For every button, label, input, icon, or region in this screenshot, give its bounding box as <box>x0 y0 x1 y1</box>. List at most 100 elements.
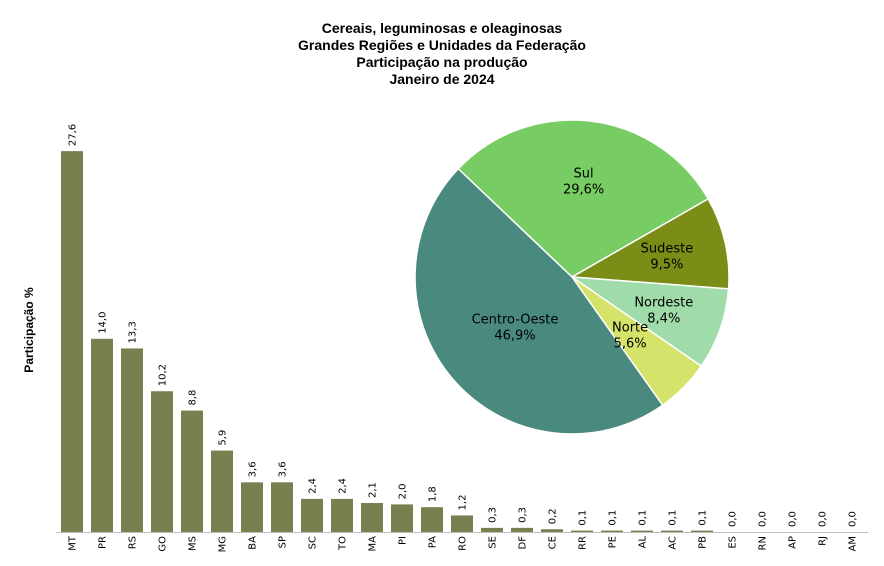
bar-label-ro: 1,2 <box>458 495 469 511</box>
bar-label-go: 10,2 <box>158 364 169 386</box>
bar-label-sc: 2,4 <box>308 478 319 494</box>
x-tick-df: DF <box>518 536 529 550</box>
bar-ba <box>241 482 263 532</box>
x-tick-pb: PB <box>698 536 709 549</box>
pie-label-name-centro-oeste: Centro-Oeste <box>472 312 559 327</box>
x-tick-rs: RS <box>128 536 139 549</box>
bar-label-df: 0,3 <box>518 507 529 523</box>
x-tick-sp: SP <box>278 536 289 548</box>
x-tick-labels: MT PR RS GO MS MG BA SP SC TO MA PI PA RO SE DF CE RR PE AL… <box>68 535 859 552</box>
y-axis-label: Participação % <box>22 287 36 373</box>
x-tick-rj: RJ <box>818 536 829 546</box>
chart-title-line-3: Participação na produção <box>356 54 527 70</box>
x-tick-pa: PA <box>428 536 439 548</box>
pie-label-name-sul: Sul <box>574 166 594 181</box>
bar-ac <box>661 530 683 532</box>
x-tick-ms: MS <box>188 536 199 551</box>
bar-sp <box>271 482 293 532</box>
pie-label-value-sudeste: 9,5% <box>650 258 683 273</box>
bar-label-al: 0,1 <box>638 510 649 526</box>
bar-label-mg: 5,9 <box>218 430 229 446</box>
bar-label-ac: 0,1 <box>668 510 679 526</box>
bar-label-pi: 2,0 <box>398 483 409 499</box>
bar-label-ce: 0,2 <box>548 508 559 524</box>
x-tick-ap: AP <box>788 536 799 549</box>
bar-to <box>331 498 353 532</box>
x-tick-ac: AC <box>668 536 679 550</box>
x-tick-ba: BA <box>248 536 259 550</box>
x-tick-ma: MA <box>368 536 379 552</box>
bar-label-to: 2,4 <box>338 478 349 494</box>
bar-al <box>631 530 653 532</box>
bar-label-pa: 1,8 <box>428 486 439 502</box>
x-tick-se: SE <box>488 536 499 549</box>
x-tick-pr: PR <box>98 536 109 549</box>
bar-pr <box>91 338 113 532</box>
pie-label-value-centro-oeste: 46,9% <box>494 328 535 343</box>
bar-series <box>61 151 713 532</box>
pie-slice-sul <box>457 119 710 278</box>
pie-label-value-norte: 5,6% <box>614 336 647 351</box>
bar-label-pe: 0,1 <box>608 510 619 526</box>
x-tick-pi: PI <box>398 536 409 545</box>
bar-label-ap: 0,0 <box>788 511 799 527</box>
bar-label-rn: 0,0 <box>758 511 769 527</box>
bar-label-rj: 0,0 <box>818 511 829 527</box>
x-tick-sc: SC <box>308 536 319 549</box>
pie-slice-centro-oeste <box>414 167 664 435</box>
bar-label-ma: 2,1 <box>368 482 379 498</box>
x-tick-mg: MG <box>218 536 229 552</box>
bar-mt <box>61 151 83 532</box>
bar-label-rs: 13,3 <box>128 321 139 343</box>
pie-label-name-norte: Norte <box>612 320 648 335</box>
bar-label-ba: 3,6 <box>248 461 259 477</box>
x-tick-mt: MT <box>68 535 79 551</box>
bar-pe <box>601 530 623 532</box>
bar-rs <box>121 348 143 532</box>
bar-pb <box>691 530 713 532</box>
bar-label-es: 0,0 <box>728 511 739 527</box>
bar-mg <box>211 450 233 532</box>
bar-rr <box>571 530 593 532</box>
bar-ms <box>181 410 203 532</box>
x-tick-rr: RR <box>578 536 589 550</box>
bar-label-mt: 27,6 <box>68 124 79 146</box>
pie-chart <box>414 119 730 435</box>
x-tick-go: GO <box>158 536 169 552</box>
bar-df <box>511 527 533 532</box>
bar-label-pb: 0,1 <box>698 510 709 526</box>
bar-se <box>481 527 503 532</box>
bar-ro <box>451 515 473 532</box>
chart-title-line-4: Janeiro de 2024 <box>389 71 494 87</box>
x-tick-ro: RO <box>458 536 469 551</box>
x-tick-al: AL <box>638 536 649 549</box>
bar-pa <box>421 507 443 532</box>
x-tick-es: ES <box>728 536 739 549</box>
bar-ce <box>541 529 563 532</box>
bar-label-se: 0,3 <box>488 507 499 523</box>
x-tick-am: AM <box>848 536 859 551</box>
bar-label-ms: 8,8 <box>188 390 199 406</box>
bar-label-sp: 3,6 <box>278 461 289 477</box>
bar-label-rr: 0,1 <box>578 510 589 526</box>
x-tick-rn: RN <box>758 536 769 550</box>
chart-title-line-2: Grandes Regiões e Unidades da Federação <box>298 37 586 53</box>
pie-label-name-nordeste: Nordeste <box>634 295 693 310</box>
bar-ma <box>361 503 383 532</box>
pie-label-name-sudeste: Sudeste <box>641 242 694 257</box>
pie-slice-sudeste <box>569 197 730 290</box>
x-tick-pe: PE <box>608 536 619 548</box>
x-tick-ce: CE <box>548 536 559 549</box>
bar-sc <box>301 498 323 532</box>
pie-label-value-nordeste: 8,4% <box>647 311 680 326</box>
bar-label-am: 0,0 <box>848 511 859 527</box>
bar-go <box>151 391 173 532</box>
pie-label-value-sul: 29,6% <box>563 182 604 197</box>
chart-title: Cereais, leguminosas e oleaginosas Grand… <box>298 20 586 87</box>
bar-value-labels: 27,6 14,0 13,3 10,2 8,8 5,9 3,6 3,6 2,4 2,4 2,1 2,0… <box>68 124 859 527</box>
bar-pi <box>391 504 413 532</box>
x-tick-to: TO <box>338 536 349 551</box>
bar-label-pr: 14,0 <box>98 312 109 334</box>
